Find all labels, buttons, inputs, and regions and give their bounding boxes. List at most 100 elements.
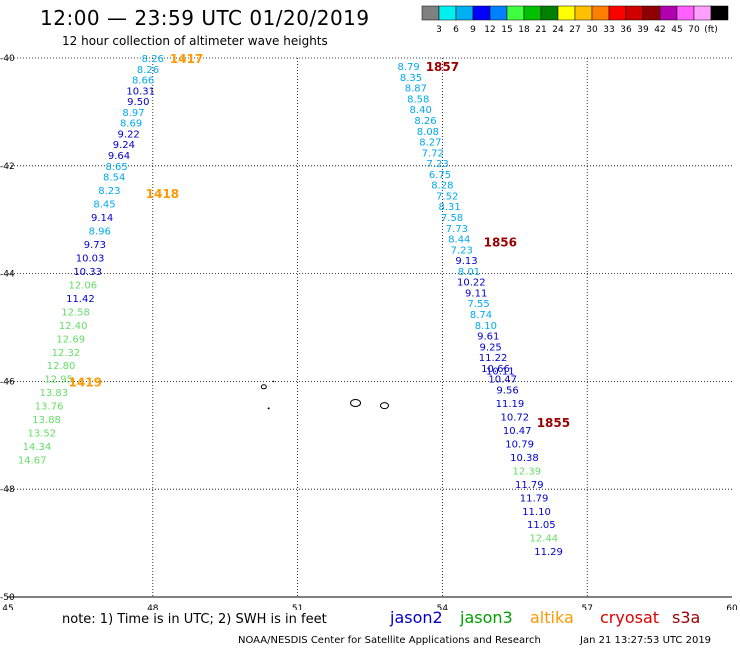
swh-value: 7.23 bbox=[426, 159, 448, 170]
swh-value: 7.72 bbox=[422, 148, 444, 159]
legend-jason2: jason2 bbox=[390, 608, 443, 627]
swh-value: 10.33 bbox=[73, 267, 102, 278]
time-label: 1419 bbox=[69, 375, 102, 389]
lon-tick-label: 51 bbox=[292, 604, 303, 610]
swh-value: 8.28 bbox=[431, 181, 453, 192]
swh-value: 10.47 bbox=[503, 426, 532, 437]
swh-value: 8.58 bbox=[407, 94, 429, 105]
swh-value: 8.23 bbox=[98, 186, 120, 197]
swh-value: 9.64 bbox=[108, 151, 130, 162]
swh-value: 8.97 bbox=[122, 108, 144, 119]
swh-value: 12.39 bbox=[513, 466, 542, 477]
lon-tick-label: 48 bbox=[147, 604, 159, 610]
swh-value: 10.72 bbox=[500, 412, 529, 423]
legend-s3a: s3a bbox=[672, 608, 701, 627]
swh-value: 12.06 bbox=[68, 280, 97, 291]
color-scale-label: 36 bbox=[620, 25, 632, 35]
swh-value: 12.44 bbox=[529, 534, 558, 545]
swh-value: 10.47 bbox=[488, 375, 517, 386]
swh-value: 8.65 bbox=[105, 162, 127, 173]
color-scale-label: 3 bbox=[436, 25, 442, 35]
island-outline bbox=[350, 398, 362, 407]
swh-value: 8.26 bbox=[414, 116, 436, 127]
page-title: 12:00 — 23:59 UTC 01/20/2019 bbox=[40, 6, 370, 30]
swh-value: 8.66 bbox=[132, 76, 154, 87]
swh-value: 8.27 bbox=[419, 138, 441, 149]
legend-cryosat: cryosat bbox=[600, 608, 660, 627]
island-dot bbox=[272, 380, 275, 383]
color-scale-label: 15 bbox=[501, 25, 512, 35]
swh-value: 8.74 bbox=[470, 310, 492, 321]
swh-value: 8.79 bbox=[397, 62, 419, 73]
swh-value: 10.38 bbox=[510, 453, 539, 464]
color-scale-label: 24 bbox=[552, 25, 564, 35]
swh-value: 9.13 bbox=[455, 256, 477, 267]
generated-timestamp: Jan 21 13:27:53 UTC 2019 bbox=[580, 635, 712, 646]
lon-tick-label: 54 bbox=[437, 604, 449, 610]
swh-value: 8.44 bbox=[448, 235, 470, 246]
swh-value: 8.26 bbox=[137, 65, 159, 76]
swh-value: 11.79 bbox=[515, 480, 544, 491]
legend-jason3: jason3 bbox=[460, 608, 513, 627]
swh-value: 10.79 bbox=[505, 439, 534, 450]
color-scale-label: 18 bbox=[518, 25, 530, 35]
swh-value: 10.22 bbox=[457, 278, 486, 289]
color-scale-label: 45 bbox=[671, 25, 682, 35]
swh-value: 10.11 bbox=[486, 367, 515, 378]
swh-value: 8.87 bbox=[405, 84, 427, 95]
swh-value: 8.69 bbox=[120, 119, 142, 130]
lat-tick-label: -42 bbox=[0, 162, 15, 172]
swh-value: 11.29 bbox=[534, 547, 563, 558]
swh-value: 12.32 bbox=[52, 348, 81, 359]
swh-value: 11.19 bbox=[496, 399, 525, 410]
swh-value: 8.01 bbox=[458, 267, 480, 278]
color-scale-label: 33 bbox=[603, 25, 614, 35]
swh-value: 12.95 bbox=[44, 375, 73, 386]
color-scale-label: 27 bbox=[569, 25, 580, 35]
color-scale-label: (ft) bbox=[704, 25, 718, 35]
swh-value: 8.10 bbox=[475, 321, 497, 332]
swh-value: 8.40 bbox=[410, 105, 432, 116]
swh-value: 7.52 bbox=[436, 191, 458, 202]
time-label: 1855 bbox=[537, 416, 570, 430]
wave-height-map: 45 48 51 54 57 60-40-42-44-46-48-508.268.268.… bbox=[0, 52, 738, 610]
swh-value: 9.56 bbox=[496, 385, 518, 396]
swh-value: 9.73 bbox=[84, 240, 106, 251]
time-label: 1856 bbox=[484, 235, 517, 249]
swh-value: 11.10 bbox=[522, 507, 551, 518]
swh-value: 11.42 bbox=[66, 294, 95, 305]
swh-value: 8.08 bbox=[417, 127, 439, 138]
swh-value: 12.40 bbox=[59, 321, 88, 332]
lat-tick-label: -40 bbox=[0, 54, 15, 64]
swh-value: 11.79 bbox=[520, 493, 549, 504]
swh-value: 11.05 bbox=[527, 520, 556, 531]
lat-tick-label: -44 bbox=[0, 270, 15, 280]
credit-line: NOAA/NESDIS Center for Satellite Applica… bbox=[238, 635, 541, 646]
swh-value: 12.69 bbox=[56, 334, 85, 345]
swh-value: 7.58 bbox=[441, 213, 463, 224]
swh-value: 8.54 bbox=[103, 173, 125, 184]
island-outline bbox=[379, 402, 389, 410]
swh-value: 8.35 bbox=[400, 73, 422, 84]
swh-value: 8.31 bbox=[439, 202, 461, 213]
lon-tick-label: 45 bbox=[2, 604, 13, 610]
lon-tick-label: 60 bbox=[726, 604, 738, 610]
color-scale-label: 39 bbox=[637, 25, 649, 35]
swh-value: 7.73 bbox=[446, 224, 468, 235]
swh-value: 10.66 bbox=[481, 364, 510, 375]
color-scale-label: 42 bbox=[654, 25, 665, 35]
lat-tick-label: -46 bbox=[0, 377, 15, 387]
swh-value: 12.58 bbox=[61, 307, 90, 318]
swh-value: 9.50 bbox=[127, 97, 149, 108]
swh-value: 9.61 bbox=[477, 332, 499, 343]
color-scale-label: 70 bbox=[688, 25, 700, 35]
swh-value: 8.26 bbox=[142, 54, 164, 65]
swh-value: 13.52 bbox=[27, 429, 56, 440]
color-scale-label: 12 bbox=[484, 25, 495, 35]
color-scale-label: 30 bbox=[586, 25, 598, 35]
color-scale-legend: 3 6 9 12 15 18 21 24 27 30 33 36 39 42 45 70 (ft) bbox=[421, 5, 729, 35]
island-outline bbox=[260, 384, 267, 390]
swh-value: 10.31 bbox=[126, 86, 155, 97]
swh-value: 6.75 bbox=[429, 170, 451, 181]
lat-tick-label: -50 bbox=[0, 593, 15, 603]
